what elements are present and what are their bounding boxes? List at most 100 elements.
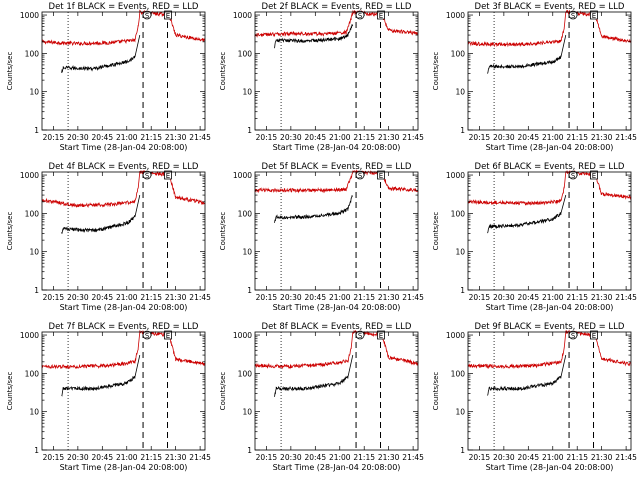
x-tick-label: 21:15 bbox=[140, 133, 162, 142]
x-tick-label: 20:15 bbox=[256, 293, 278, 302]
events-trace bbox=[487, 34, 567, 74]
x-tick-label: 21:00 bbox=[542, 133, 564, 142]
panel-title: Det 5f BLACK = Events, RED = LLD bbox=[262, 162, 412, 172]
x-axis-label: Start Time (28-Jan-04 20:08:00) bbox=[60, 463, 188, 472]
y-tick-label: 1000 bbox=[20, 11, 39, 20]
y-tick-label: 1000 bbox=[446, 171, 465, 180]
x-axis-label: Start Time (28-Jan-04 20:08:00) bbox=[486, 463, 614, 472]
start-flag-label: S bbox=[145, 332, 150, 340]
y-axis-label: Counts/sec bbox=[219, 52, 227, 91]
x-tick-label: 20:45 bbox=[517, 133, 539, 142]
x-tick-label: 20:30 bbox=[493, 293, 515, 302]
x-tick-label: 21:00 bbox=[116, 453, 138, 462]
end-flag-label: E bbox=[379, 12, 383, 20]
plot-frame bbox=[254, 331, 419, 451]
lld-trace bbox=[467, 169, 632, 206]
x-axis-label: Start Time (28-Jan-04 20:08:00) bbox=[60, 143, 188, 152]
x-axis-label: Start Time (28-Jan-04 20:08:00) bbox=[273, 463, 401, 472]
y-axis-label: Counts/sec bbox=[432, 212, 440, 251]
events-trace bbox=[61, 194, 141, 234]
x-tick-label: 20:15 bbox=[469, 453, 491, 462]
y-tick-label: 1 bbox=[460, 286, 465, 295]
end-flag-box bbox=[590, 330, 598, 340]
x-tick-label: 20:30 bbox=[493, 133, 515, 142]
y-axis-label: Counts/sec bbox=[219, 372, 227, 411]
y-tick-label: 1 bbox=[247, 286, 252, 295]
x-tick-label: 21:45 bbox=[189, 293, 211, 302]
x-tick-label: 21:15 bbox=[353, 133, 375, 142]
start-flag-label: S bbox=[571, 332, 576, 340]
end-flag-label: E bbox=[379, 172, 383, 180]
y-axis-label: Counts/sec bbox=[219, 212, 227, 251]
lld-trace bbox=[41, 170, 206, 208]
events-trace bbox=[274, 195, 354, 223]
end-flag-box bbox=[164, 10, 172, 20]
y-tick-label: 1 bbox=[460, 446, 465, 455]
x-tick-label: 20:15 bbox=[469, 293, 491, 302]
plot-frame bbox=[467, 11, 632, 131]
y-tick-label: 1 bbox=[34, 286, 39, 295]
y-tick-label: 100 bbox=[25, 49, 40, 58]
x-tick-label: 21:00 bbox=[116, 133, 138, 142]
x-tick-label: 21:00 bbox=[542, 293, 564, 302]
panel-title: Det 6f BLACK = Events, RED = LLD bbox=[475, 162, 625, 172]
y-tick-label: 10 bbox=[242, 248, 252, 257]
x-tick-label: 20:30 bbox=[280, 133, 302, 142]
y-tick-label: 1 bbox=[460, 126, 465, 135]
y-tick-label: 1000 bbox=[233, 171, 252, 180]
events-trace bbox=[274, 354, 354, 397]
y-tick-label: 100 bbox=[238, 369, 253, 378]
x-tick-label: 21:15 bbox=[140, 453, 162, 462]
panel-title: Det 9f BLACK = Events, RED = LLD bbox=[475, 322, 625, 332]
end-flag-label: E bbox=[379, 332, 383, 340]
x-tick-label: 21:00 bbox=[116, 293, 138, 302]
x-tick-label: 21:00 bbox=[542, 453, 564, 462]
x-tick-label: 20:15 bbox=[43, 133, 65, 142]
y-axis-label: Counts/sec bbox=[432, 372, 440, 411]
x-tick-label: 20:45 bbox=[304, 453, 326, 462]
panel-title: Det 7f BLACK = Events, RED = LLD bbox=[49, 322, 199, 332]
x-tick-label: 20:30 bbox=[67, 133, 89, 142]
x-tick-label: 20:30 bbox=[280, 453, 302, 462]
end-flag-box bbox=[164, 170, 172, 180]
x-tick-label: 21:30 bbox=[591, 453, 613, 462]
x-axis-label: Start Time (28-Jan-04 20:08:00) bbox=[273, 303, 401, 312]
x-tick-label: 20:45 bbox=[517, 453, 539, 462]
panel-title: Det 3f BLACK = Events, RED = LLD bbox=[475, 2, 625, 12]
x-tick-label: 21:30 bbox=[378, 133, 400, 142]
y-tick-label: 100 bbox=[238, 209, 253, 218]
x-tick-label: 20:15 bbox=[256, 453, 278, 462]
events-trace bbox=[61, 34, 141, 73]
lld-trace bbox=[467, 9, 632, 48]
x-axis-label: Start Time (28-Jan-04 20:08:00) bbox=[486, 143, 614, 152]
y-tick-label: 10 bbox=[242, 408, 252, 417]
y-axis-label: Counts/sec bbox=[6, 372, 14, 411]
x-tick-label: 21:15 bbox=[566, 293, 588, 302]
x-tick-label: 20:45 bbox=[517, 293, 539, 302]
x-tick-label: 21:00 bbox=[329, 293, 351, 302]
y-tick-label: 10 bbox=[242, 88, 252, 97]
y-tick-label: 10 bbox=[29, 248, 39, 257]
y-tick-label: 10 bbox=[29, 88, 39, 97]
x-tick-label: 21:45 bbox=[615, 133, 637, 142]
x-tick-label: 20:45 bbox=[91, 453, 113, 462]
x-tick-label: 21:45 bbox=[189, 453, 211, 462]
x-tick-label: 20:30 bbox=[67, 453, 89, 462]
start-flag-label: S bbox=[571, 12, 576, 20]
end-flag-label: E bbox=[592, 332, 596, 340]
end-flag-box bbox=[590, 170, 598, 180]
y-axis-label: Counts/sec bbox=[6, 52, 14, 91]
lld-trace bbox=[41, 9, 206, 47]
lld-trace bbox=[254, 169, 419, 194]
y-tick-label: 100 bbox=[451, 209, 466, 218]
x-tick-label: 21:15 bbox=[566, 133, 588, 142]
x-tick-label: 21:15 bbox=[140, 293, 162, 302]
x-tick-label: 20:45 bbox=[91, 133, 113, 142]
panel-title: Det 4f BLACK = Events, RED = LLD bbox=[49, 162, 199, 172]
